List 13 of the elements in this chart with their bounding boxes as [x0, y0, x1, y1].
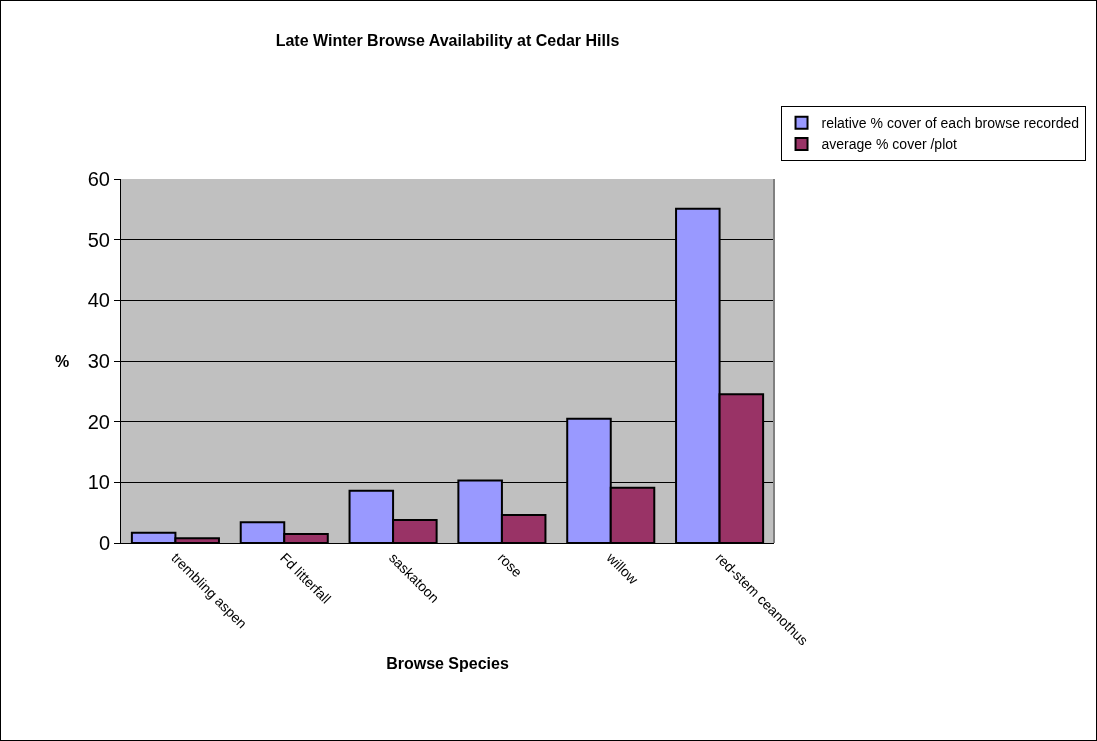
legend-label: average % cover /plot: [821, 136, 958, 153]
y-tick-label: 50: [87, 228, 110, 251]
x-axis-title: Browse Species: [386, 655, 509, 673]
y-tick-label: 60: [87, 168, 110, 190]
y-tick-label: 40: [87, 289, 110, 312]
y-tick-label: 10: [87, 471, 110, 494]
y-tick-label: 30: [87, 350, 110, 372]
y-tick-label: 20: [87, 410, 110, 433]
chart-title: Late Winter Browse Availability at Cedar Hills: [275, 31, 620, 49]
y-tick-label: 0: [98, 532, 110, 554]
y-axis-title: %: [55, 353, 70, 370]
legend-label: relative % cover of each browse recorded: [821, 115, 1080, 132]
x-tick-label: rose: [494, 549, 526, 581]
